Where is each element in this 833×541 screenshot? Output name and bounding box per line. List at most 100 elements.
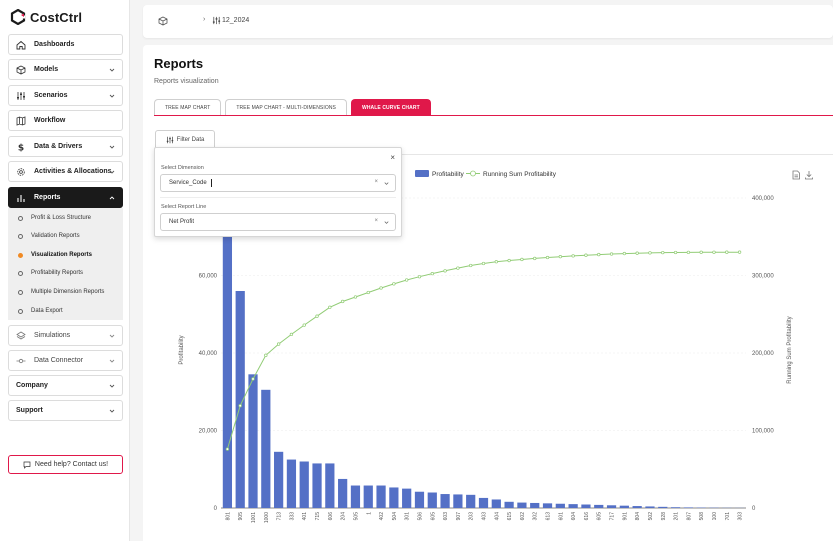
line-point [405,278,409,282]
sidebar-item-label: Data Connector [34,357,84,364]
report-line-select[interactable]: Net Profit × [160,213,396,231]
submenu-item-visualization[interactable]: Visualization Reports [8,246,123,264]
x-tick-label: 203 [469,512,475,521]
clear-icon[interactable]: × [374,179,378,185]
bar [594,504,604,508]
sidebar-item-simulations[interactable]: Simulations [8,325,123,346]
clear-icon[interactable]: × [374,218,378,224]
chat-icon [23,461,31,469]
sidebar-item-label: Simulations [34,332,71,339]
close-icon[interactable]: × [390,153,395,162]
submenu-item-validation[interactable]: Validation Reports [8,227,123,245]
app-logo[interactable]: CostCtrl [10,8,82,26]
sidebar: CostCtrl Dashboards Models Scenarios Wor… [0,0,130,541]
bar [274,451,284,508]
submenu-label: Profit & Loss Structure [31,215,92,221]
line-point [481,261,486,266]
data-view-icon[interactable] [791,170,801,180]
x-tick-label: 1001 [251,512,257,523]
submenu-label: Visualization Reports [31,252,92,258]
sidebar-item-label: Workflow [34,117,66,124]
line-point [328,305,332,309]
y-left-tick-label: 0 [214,506,218,512]
download-icon[interactable] [804,170,814,180]
line-point [456,266,460,270]
sidebar-item-reports[interactable]: Reports [8,187,123,208]
line-point [533,256,537,261]
sidebar-item-dashboards[interactable]: Dashboards [8,34,123,55]
x-tick-label: 907 [456,512,462,521]
dimension-select[interactable]: Service_Code × [160,174,396,192]
bar [440,494,450,508]
sidebar-item-label: Models [34,66,59,73]
y-right-axis-title: Running Sum Profitability [787,316,793,383]
cube-icon [16,65,26,75]
line-point [276,342,281,346]
bar [325,463,335,508]
bar [286,459,297,508]
sidebar-item-activities-allocations[interactable]: Activities & Allocations [8,161,123,182]
report-tabs: TREE MAP CHART TREE MAP CHART - MULTI-DI… [154,99,431,116]
bar [645,506,655,508]
sidebar-item-scenarios[interactable]: Scenarios [8,85,123,106]
cube-icon[interactable] [158,16,168,26]
line-point [392,282,396,286]
breadcrumb-current[interactable]: 12_2024 [222,17,250,24]
chevron-down-icon [109,409,115,413]
submenu-item-data-export[interactable]: Data Export [8,302,123,320]
tab-tree-map-multi[interactable]: TREE MAP CHART - MULTI-DIMENSIONS [225,99,347,116]
chevron-down-icon [109,145,115,149]
x-tick-label: 402 [379,512,385,521]
x-tick-label: 807 [686,512,692,521]
line-point [251,377,255,381]
submenu-item-profit-loss[interactable]: Profit & Loss Structure [8,209,123,227]
sidebar-item-label: Dashboards [34,41,75,48]
bar [338,478,348,508]
line-point [315,314,319,318]
line-point [699,250,703,254]
line-point [622,251,627,256]
x-tick-label: 204 [341,512,347,521]
line-point [545,255,550,260]
bar [427,492,437,508]
page-title: Reports [154,56,204,71]
sidebar-item-models[interactable]: Models [8,59,123,80]
chevron-down-icon[interactable] [383,180,390,187]
x-tick-label: 401 [302,512,308,521]
breadcrumb: › 12_2024 [143,5,833,38]
legend-label: Running Sum Profitability [483,171,557,178]
line-point [558,255,562,259]
sidebar-item-data-drivers[interactable]: $ Data & Drivers [8,136,123,157]
x-tick-label: 602 [520,512,526,521]
sidebar-item-label: Support [16,407,43,414]
x-tick-label: 302 [533,512,539,521]
tab-whale-curve[interactable]: WHALE CURVE CHART [351,99,431,116]
x-tick-label: 605 [597,512,603,521]
x-tick-label: 713 [277,512,283,521]
bar [312,463,322,508]
map-icon [16,115,26,126]
help-contact-button[interactable]: Need help? Contact us! [8,455,123,474]
sidebar-item-company[interactable]: Company [8,375,123,396]
submenu-label: Data Export [31,308,63,314]
line-point [648,251,652,255]
report-line-label: Select Report Line [161,204,207,210]
running-sum-line [226,251,740,450]
tab-tree-map[interactable]: TREE MAP CHART [154,99,222,116]
line-point [737,250,742,254]
x-tick-label: 502 [648,512,654,521]
x-tick-label: 403 [482,512,488,521]
layers-icon [16,331,26,341]
bar [478,497,489,508]
chevron-down-icon[interactable] [383,219,390,226]
submenu-item-multiple-dimension[interactable]: Multiple Dimension Reports [8,283,123,301]
x-tick-label: 100 [712,512,718,521]
sidebar-item-data-connector[interactable]: Data Connector [8,350,123,371]
x-tick-label: 301 [405,512,411,521]
submenu-item-profitability[interactable]: Profitability Reports [8,264,123,282]
line-point [289,332,294,337]
sidebar-item-workflow[interactable]: Workflow [8,110,123,131]
sidebar-item-support[interactable]: Support [8,400,123,421]
line-point [417,275,422,279]
chevron-down-icon [109,94,115,98]
